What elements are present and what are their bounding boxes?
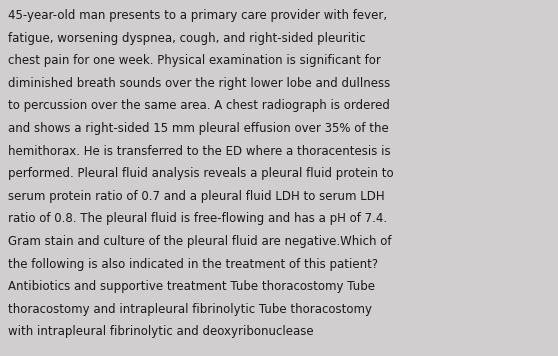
Text: serum protein ratio of 0.7 and a pleural fluid LDH to serum LDH: serum protein ratio of 0.7 and a pleural… xyxy=(8,190,385,203)
Text: performed. Pleural fluid analysis reveals a pleural fluid protein to: performed. Pleural fluid analysis reveal… xyxy=(8,167,394,180)
Text: fatigue, worsening dyspnea, cough, and right-sided pleuritic: fatigue, worsening dyspnea, cough, and r… xyxy=(8,32,366,44)
Text: ratio of 0.8. The pleural fluid is free-flowing and has a pH of 7.4.: ratio of 0.8. The pleural fluid is free-… xyxy=(8,212,387,225)
Text: and shows a right-sided 15 mm pleural effusion over 35% of the: and shows a right-sided 15 mm pleural ef… xyxy=(8,122,389,135)
Text: Gram stain and culture of the pleural fluid are negative.Which of: Gram stain and culture of the pleural fl… xyxy=(8,235,392,248)
Text: thoracostomy and intrapleural fibrinolytic Tube thoracostomy: thoracostomy and intrapleural fibrinolyt… xyxy=(8,303,372,316)
Text: chest pain for one week. Physical examination is significant for: chest pain for one week. Physical examin… xyxy=(8,54,381,67)
Text: the following is also indicated in the treatment of this patient?: the following is also indicated in the t… xyxy=(8,258,378,271)
Text: Antibiotics and supportive treatment Tube thoracostomy Tube: Antibiotics and supportive treatment Tub… xyxy=(8,280,376,293)
Text: to percussion over the same area. A chest radiograph is ordered: to percussion over the same area. A ches… xyxy=(8,99,390,112)
Text: hemithorax. He is transferred to the ED where a thoracentesis is: hemithorax. He is transferred to the ED … xyxy=(8,145,391,158)
Text: 45-year-old man presents to a primary care provider with fever,: 45-year-old man presents to a primary ca… xyxy=(8,9,387,22)
Text: with intrapleural fibrinolytic and deoxyribonuclease: with intrapleural fibrinolytic and deoxy… xyxy=(8,325,314,339)
Text: diminished breath sounds over the right lower lobe and dullness: diminished breath sounds over the right … xyxy=(8,77,391,90)
